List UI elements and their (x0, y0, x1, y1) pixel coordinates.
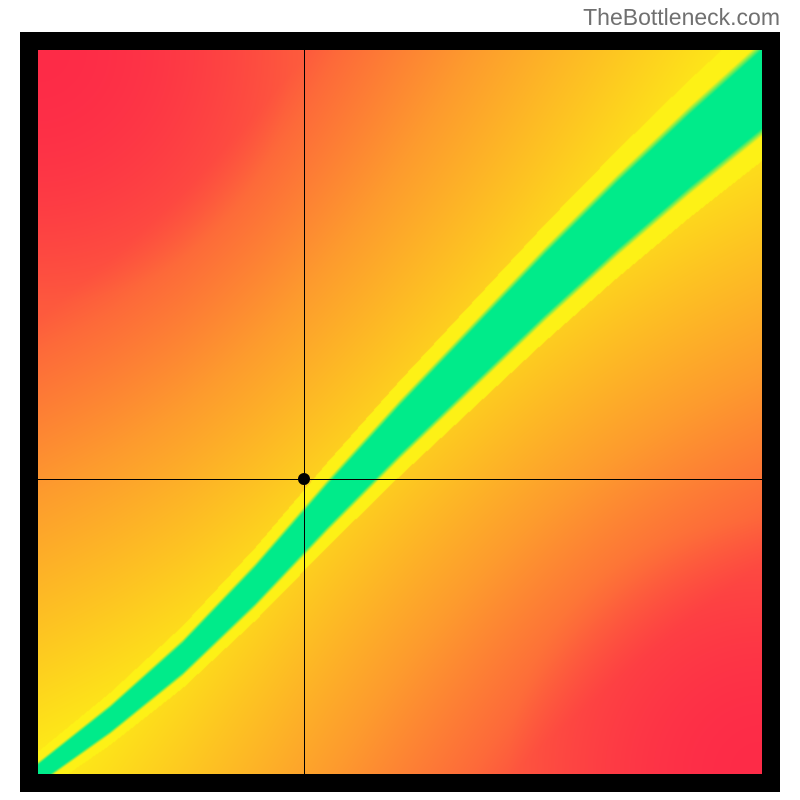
chart-frame (20, 32, 780, 792)
heatmap-canvas (38, 50, 762, 774)
attribution-text: TheBottleneck.com (583, 4, 780, 31)
plot-area (38, 50, 762, 774)
crosshair-horizontal (38, 479, 762, 480)
chart-container: TheBottleneck.com (0, 0, 800, 800)
data-point-marker (298, 473, 310, 485)
crosshair-vertical (304, 50, 305, 774)
